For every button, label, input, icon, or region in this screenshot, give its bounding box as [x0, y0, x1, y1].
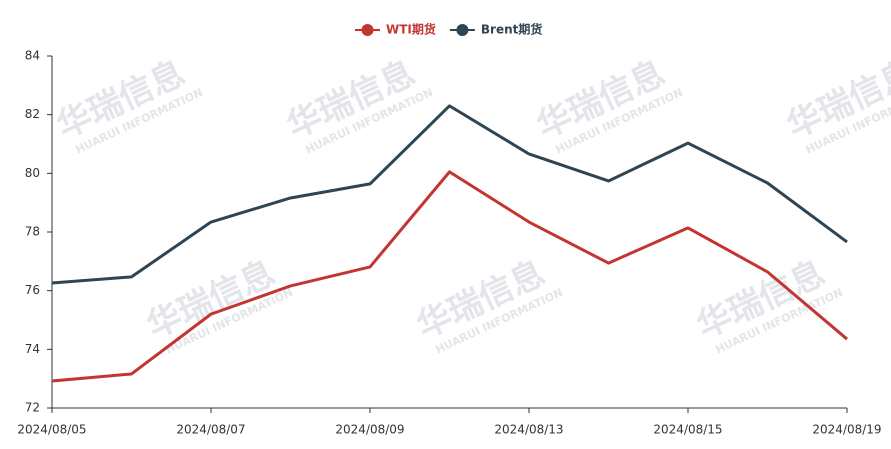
y-tick-label: 78	[25, 225, 40, 239]
x-tick-label: 2024/08/13	[494, 423, 563, 437]
legend-label: WTI期货	[386, 22, 436, 37]
legend-label: Brent期货	[481, 22, 542, 37]
y-tick-label: 80	[25, 166, 40, 180]
x-tick-label: 2024/08/05	[17, 423, 86, 437]
y-tick-label: 76	[25, 283, 40, 297]
series-line	[51, 104, 848, 285]
x-tick-label: 2024/08/15	[653, 423, 722, 437]
y-tick-label: 82	[25, 107, 40, 121]
series-line	[51, 170, 848, 383]
y-tick-label: 74	[25, 342, 40, 356]
legend-marker	[456, 24, 469, 36]
x-tick-label: 2024/08/07	[176, 423, 245, 437]
legend-marker	[361, 24, 374, 36]
x-tick-label: 2024/08/19	[812, 423, 881, 437]
y-tick-label: 84	[25, 49, 40, 63]
y-tick-label: 72	[25, 401, 40, 415]
x-tick-label: 2024/08/09	[335, 423, 404, 437]
